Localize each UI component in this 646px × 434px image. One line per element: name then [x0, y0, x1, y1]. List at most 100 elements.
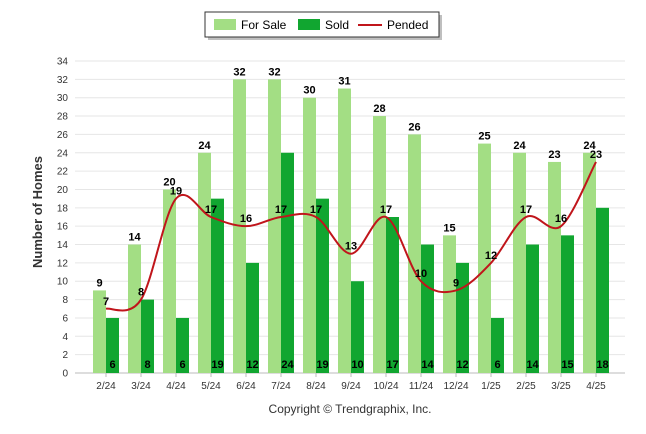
sold-bar — [176, 317, 189, 373]
for-sale-label: 30 — [303, 85, 315, 97]
x-tick-label: 12/24 — [443, 381, 468, 392]
y-axis-title: Number of Homes — [30, 156, 45, 268]
for-sale-bar — [373, 116, 386, 373]
for-sale-label: 24 — [198, 140, 211, 152]
x-tick-label: 4/24 — [166, 381, 186, 392]
x-tick-label: 6/24 — [236, 381, 256, 392]
sold-label: 12 — [456, 359, 468, 371]
sold-bar — [596, 207, 609, 373]
pended-label: 23 — [590, 149, 602, 161]
pended-label: 12 — [485, 250, 497, 262]
legend-label-pended: Pended — [387, 18, 428, 32]
sold-label: 14 — [421, 359, 434, 371]
legend-label-sold: Sold — [325, 18, 349, 32]
for-sale-bar — [513, 152, 526, 373]
sold-label: 15 — [561, 359, 573, 371]
y-tick-label: 0 — [62, 369, 68, 380]
pended-label: 13 — [345, 241, 357, 253]
sold-bar — [246, 262, 259, 373]
sold-label: 8 — [144, 359, 150, 371]
y-tick-label: 20 — [57, 185, 69, 196]
for-sale-label: 9 — [96, 277, 102, 289]
x-tick-label: 1/25 — [481, 381, 501, 392]
for-sale-label: 24 — [513, 140, 526, 152]
pended-label: 16 — [555, 213, 567, 225]
pended-label: 19 — [170, 186, 182, 198]
sold-bar — [281, 152, 294, 373]
legend-swatch-sold — [298, 19, 320, 30]
x-tick-label: 2/24 — [96, 381, 116, 392]
sold-bar — [491, 317, 504, 373]
pended-label: 17 — [520, 204, 532, 216]
sold-label: 12 — [246, 359, 258, 371]
x-tick-label: 5/24 — [201, 381, 221, 392]
for-sale-label: 25 — [478, 131, 490, 143]
for-sale-bar — [478, 143, 491, 373]
for-sale-bar — [303, 97, 316, 374]
sold-label: 6 — [109, 359, 115, 371]
x-tick-label: 7/24 — [271, 381, 291, 392]
x-tick-label: 2/25 — [516, 381, 536, 392]
y-tick-label: 32 — [57, 75, 69, 86]
for-sale-label: 23 — [548, 149, 560, 161]
for-sale-label: 15 — [443, 222, 455, 234]
pended-label: 16 — [240, 213, 252, 225]
y-tick-label: 16 — [57, 222, 69, 233]
for-sale-bar — [583, 152, 596, 373]
pended-label: 9 — [453, 277, 459, 289]
bars — [93, 79, 609, 374]
y-tick-label: 2 — [62, 350, 68, 361]
for-sale-label: 14 — [128, 232, 141, 244]
y-tick-label: 28 — [57, 112, 69, 123]
for-sale-label: 26 — [408, 121, 420, 133]
pended-label: 8 — [138, 287, 144, 299]
sold-bar — [456, 262, 469, 373]
x-tick-label: 11/24 — [409, 381, 434, 392]
pended-label: 17 — [205, 204, 217, 216]
y-tick-label: 14 — [57, 240, 69, 251]
pended-label: 17 — [275, 204, 287, 216]
legend-box — [204, 11, 440, 38]
for-sale-bar — [93, 290, 106, 373]
for-sale-label: 32 — [268, 66, 280, 78]
y-tick-label: 12 — [57, 258, 69, 269]
sold-label: 19 — [316, 359, 328, 371]
x-tick-label: 4/25 — [586, 381, 606, 392]
pended-label: 10 — [415, 268, 427, 280]
for-sale-bar — [128, 244, 141, 373]
legend: For Sale Sold Pended — [204, 11, 442, 40]
pended-label: 7 — [103, 296, 109, 308]
x-tick-label: 10/24 — [373, 381, 398, 392]
y-tick-label: 18 — [57, 203, 69, 214]
y-tick-label: 8 — [62, 295, 68, 306]
sold-label: 17 — [386, 359, 398, 371]
y-tick-label: 24 — [57, 148, 69, 159]
x-tick-label: 8/24 — [306, 381, 326, 392]
legend-label-for-sale: For Sale — [241, 18, 287, 32]
y-tick-label: 26 — [57, 130, 69, 141]
sold-label: 19 — [211, 359, 223, 371]
for-sale-label: 31 — [338, 76, 350, 88]
x-tick-label: 3/25 — [551, 381, 571, 392]
for-sale-label: 32 — [233, 66, 245, 78]
legend-swatch-for-sale — [214, 19, 236, 30]
sold-bar — [141, 299, 154, 373]
for-sale-bar — [198, 152, 211, 373]
x-tick-label: 3/24 — [131, 381, 151, 392]
for-sale-label: 24 — [583, 140, 596, 152]
y-tick-label: 22 — [57, 167, 69, 178]
sold-label: 6 — [494, 359, 500, 371]
sold-bar — [386, 217, 399, 373]
x-axis-ticks: 2/24 3/24 4/24 5/24 6/24 7/24 8/24 9/24 10/24 11/… — [96, 373, 606, 392]
pended-line — [105, 161, 597, 312]
sold-bar — [351, 281, 364, 373]
sold-bar — [421, 244, 434, 373]
sold-label: 6 — [179, 359, 185, 371]
pended-label: 17 — [380, 204, 392, 216]
sold-bar — [526, 244, 539, 373]
sold-bar — [211, 198, 224, 373]
for-sale-bar — [163, 189, 176, 373]
for-sale-bar — [548, 161, 561, 373]
